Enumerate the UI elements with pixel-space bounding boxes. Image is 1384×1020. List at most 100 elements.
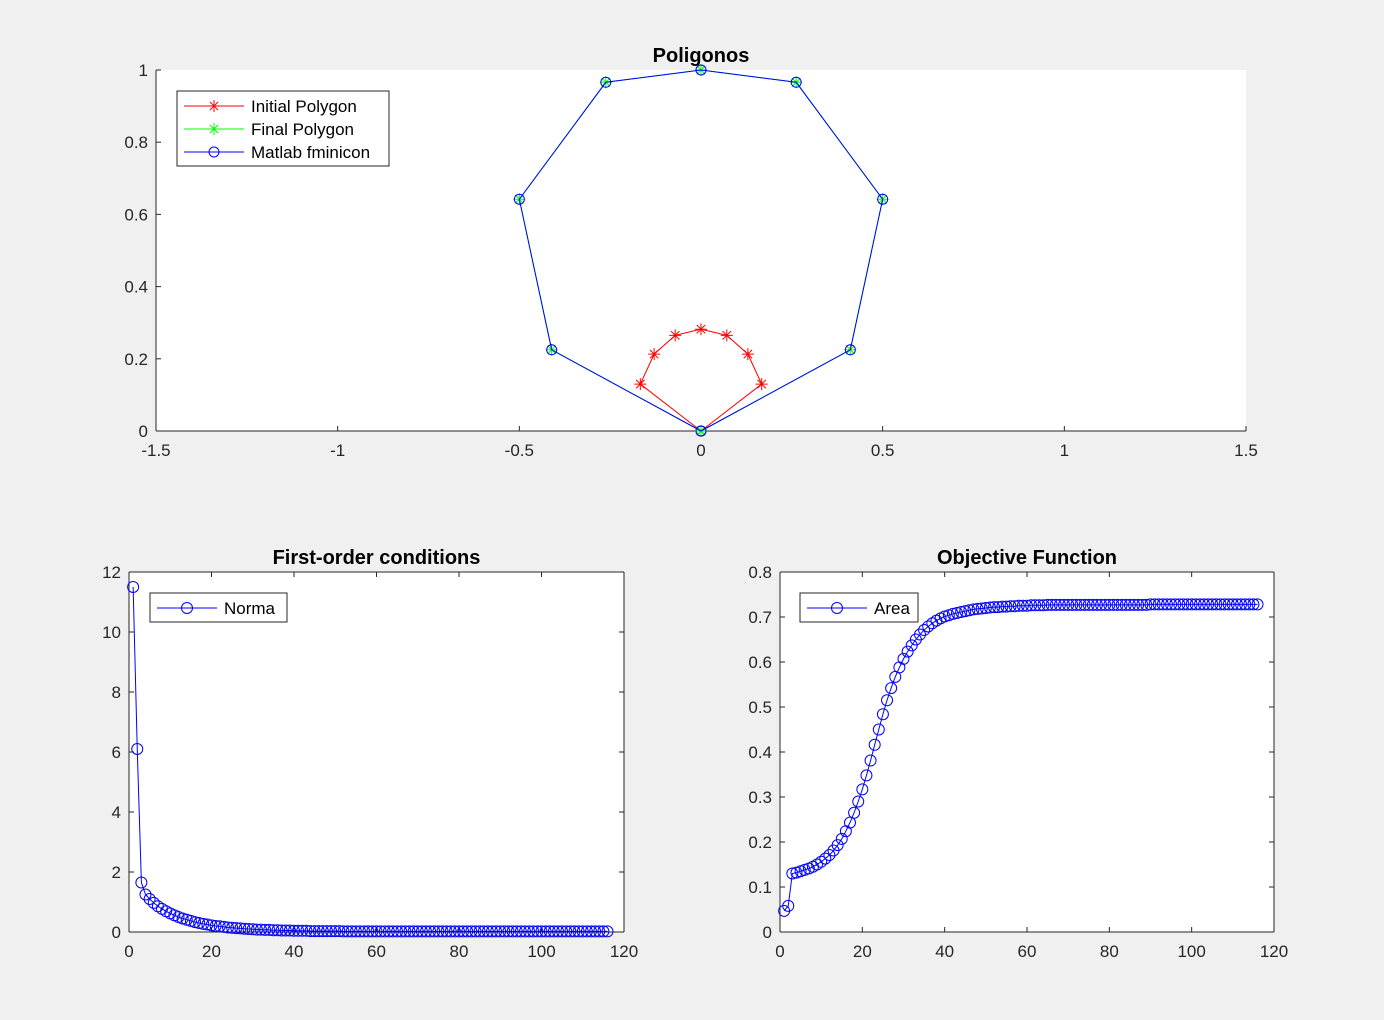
data-point-marker (1160, 598, 1173, 611)
x-tick-label: -0.5 (505, 441, 534, 460)
data-point-marker (1239, 598, 1252, 611)
data-point-marker (844, 344, 856, 356)
data-point-marker (695, 323, 707, 336)
data-point-marker (589, 925, 602, 938)
data-point-marker (543, 925, 556, 938)
data-point-marker (1235, 598, 1248, 611)
data-point-marker (358, 925, 371, 938)
data-point-marker (1082, 598, 1095, 611)
data-point-marker (1041, 598, 1054, 611)
data-point-marker (741, 348, 754, 361)
y-tick-label: 0 (763, 923, 772, 942)
data-point-marker (1214, 598, 1227, 611)
data-point-marker (486, 925, 498, 938)
data-point-marker (308, 925, 321, 938)
data-point-marker (971, 602, 984, 615)
data-point-marker (1033, 599, 1046, 612)
data-point-marker (881, 694, 894, 707)
y-tick-label: 0.8 (124, 133, 148, 152)
data-point-marker (1140, 598, 1153, 611)
data-point-marker (411, 925, 424, 938)
y-tick-label: 1 (139, 61, 148, 80)
x-tick-label: 0 (124, 942, 133, 961)
data-point-marker (407, 925, 420, 938)
data-point-marker (201, 918, 214, 931)
data-point-marker (1107, 598, 1120, 611)
data-point-marker (135, 876, 148, 889)
data-point-marker (181, 602, 193, 614)
data-point-marker (238, 922, 251, 935)
y-tick-label: 0.8 (748, 563, 772, 582)
chart-title: Objective Function (937, 547, 1117, 569)
data-point-marker (147, 896, 160, 909)
data-point-marker (1095, 598, 1108, 611)
x-tick-label: 80 (450, 942, 469, 961)
data-point-marker (1070, 598, 1083, 611)
data-point-marker (1177, 598, 1190, 611)
x-tick-label: 120 (610, 942, 638, 961)
data-point-marker (494, 925, 507, 938)
data-point-marker (864, 754, 877, 767)
data-point-marker (1181, 598, 1194, 611)
data-point-marker (860, 769, 873, 782)
data-point-marker (481, 925, 494, 938)
data-point-marker (208, 123, 220, 135)
data-point-marker (242, 923, 255, 935)
data-point-marker (1202, 598, 1215, 611)
y-tick-label: 0.5 (748, 698, 772, 717)
data-point-marker (1053, 598, 1066, 611)
data-point-marker (473, 925, 486, 938)
data-point-marker (275, 924, 288, 937)
data-point-marker (1045, 598, 1058, 611)
data-point-marker (1025, 599, 1038, 612)
data-point-marker (189, 916, 201, 929)
data-point-marker (222, 921, 234, 934)
data-point-marker (648, 348, 661, 361)
data-point-marker (250, 923, 263, 936)
legend-label: Initial Polygon (251, 97, 357, 116)
data-point-marker (255, 923, 267, 936)
data-point-marker (556, 925, 569, 938)
data-point-marker (234, 922, 247, 935)
data-point-marker (955, 606, 968, 619)
chart-title: First-order conditions (273, 547, 481, 569)
data-point-marker (465, 925, 478, 938)
data-point-marker (975, 602, 988, 615)
data-point-marker (469, 925, 482, 938)
data-point-marker (312, 925, 325, 938)
data-point-marker (382, 925, 395, 938)
x-tick-label: 40 (285, 942, 304, 961)
data-point-marker (292, 924, 305, 937)
data-point-marker (823, 849, 836, 862)
data-point-marker (337, 925, 350, 938)
data-point-marker (967, 603, 980, 616)
y-tick-label: 0.4 (124, 278, 148, 297)
data-point-marker (1226, 598, 1239, 611)
data-point-marker (230, 922, 243, 935)
data-point-marker (208, 146, 220, 158)
x-tick-label: 40 (935, 942, 954, 961)
data-point-marker (568, 925, 581, 938)
data-point-marker (1251, 598, 1264, 611)
data-point-marker (1086, 598, 1099, 611)
data-point-marker (378, 925, 391, 938)
data-point-marker (1037, 599, 1050, 612)
data-point-marker (539, 925, 552, 938)
data-point-marker (572, 925, 585, 938)
data-point-marker (601, 925, 614, 938)
x-tick-label: 0.5 (871, 441, 895, 460)
y-tick-label: 6 (112, 743, 121, 762)
legend-label: Norma (224, 599, 276, 618)
data-point-marker (288, 924, 300, 937)
x-tick-label: 80 (1100, 942, 1119, 961)
data-point-marker (362, 925, 375, 938)
y-tick-label: 0.3 (748, 788, 772, 807)
data-point-marker (436, 925, 449, 938)
data-point-marker (1136, 598, 1149, 611)
data-point-marker (457, 925, 470, 938)
series-area (778, 598, 1264, 917)
chart-title: Poligonos (653, 45, 750, 67)
data-point-marker (901, 645, 914, 658)
data-point-marker (979, 602, 992, 614)
series-norma (127, 581, 614, 938)
